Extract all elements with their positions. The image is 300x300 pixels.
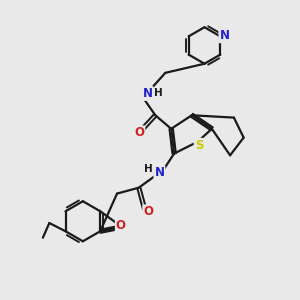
Text: O: O <box>143 205 153 218</box>
Text: H: H <box>154 88 163 98</box>
Text: N: N <box>154 167 164 179</box>
Text: N: N <box>142 87 153 100</box>
Text: O: O <box>116 219 126 232</box>
Text: O: O <box>134 126 144 140</box>
Text: H: H <box>144 164 153 174</box>
Text: S: S <box>195 139 203 152</box>
Text: N: N <box>219 29 230 42</box>
